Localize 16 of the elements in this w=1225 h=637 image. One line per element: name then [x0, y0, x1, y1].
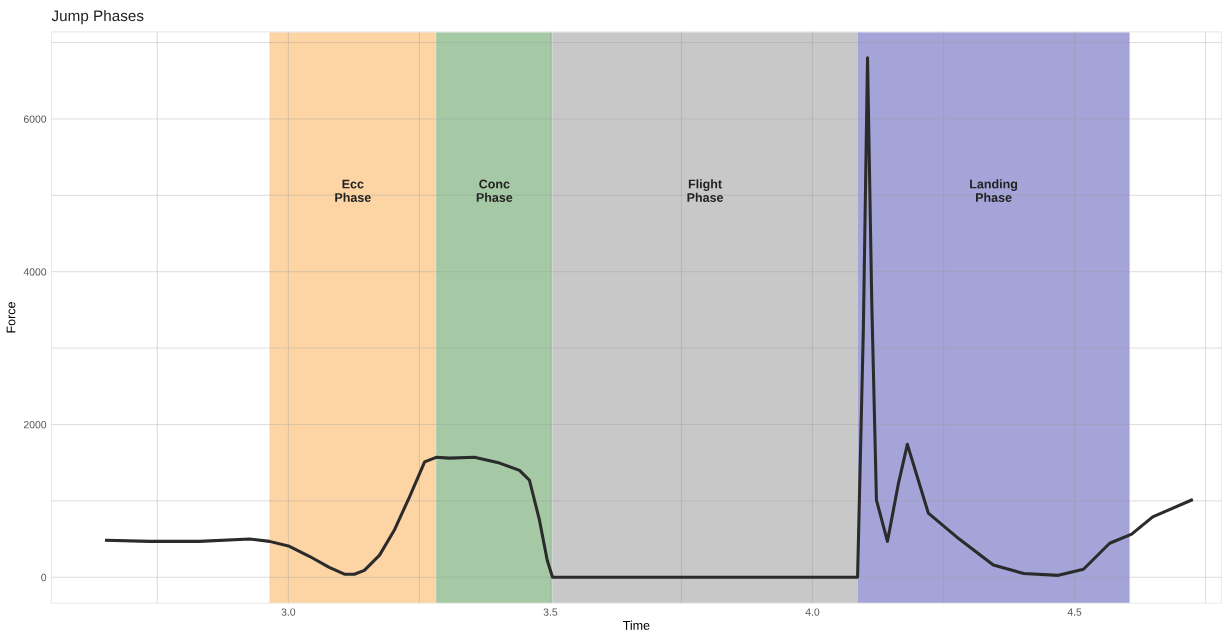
y-tick-label: 6000 [23, 115, 47, 123]
x-axis-title: Time [623, 620, 650, 630]
x-tick-label: 4.0 [805, 608, 820, 616]
y-tick-label: 4000 [23, 268, 47, 276]
band-label: Landing Phase [970, 179, 1018, 202]
y-axis-title: Force [6, 302, 16, 333]
band-label: Ecc Phase [335, 179, 371, 202]
y-tick-label: 2000 [23, 420, 47, 429]
x-tick-label: 3.5 [543, 608, 558, 616]
x-tick-label: 3.0 [281, 608, 296, 616]
line-series [104, 56, 1193, 579]
y-tick-label: 0 [41, 573, 47, 582]
band-label: Flight Phase [687, 179, 724, 202]
band-label: Conc Phase [476, 179, 513, 202]
chart-title: Jump Phases [51, 9, 144, 25]
x-tick-label: 4.5 [1067, 608, 1082, 616]
